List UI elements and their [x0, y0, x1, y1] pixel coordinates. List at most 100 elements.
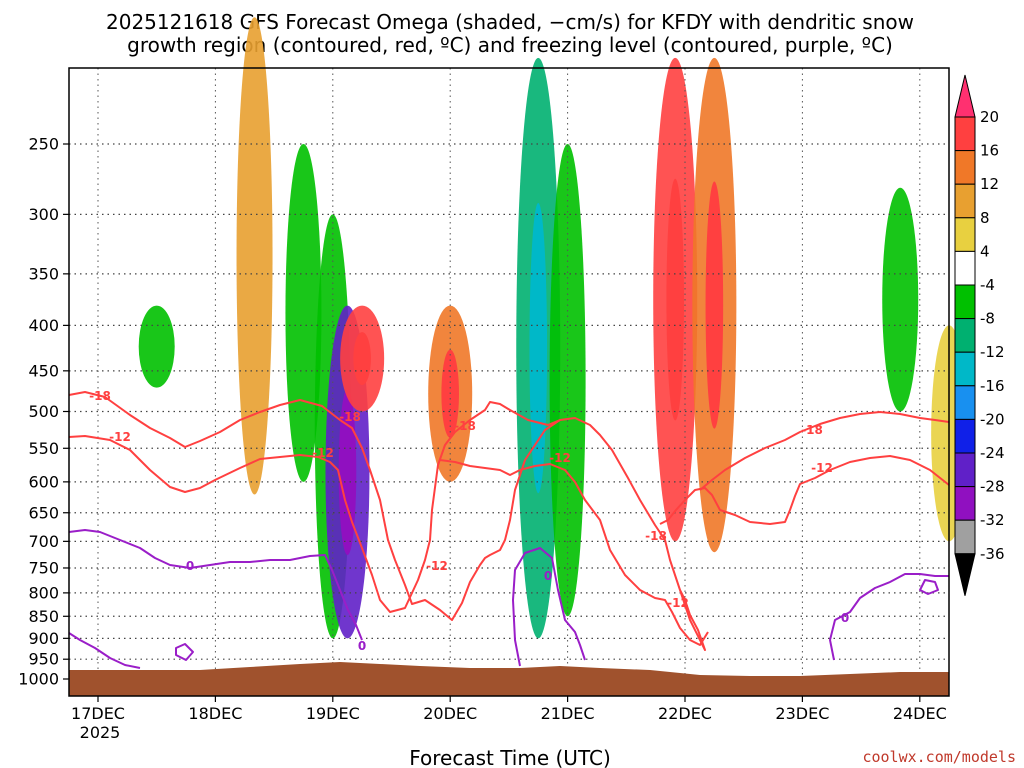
- contour-label-8: -12: [667, 596, 689, 610]
- chart-title-line2: growth region (contoured, red, ºC) and f…: [127, 33, 893, 57]
- y-axis-ticks: 250 300 350 400 450 500 550 600 650 700 750 800 850 9…: [18, 135, 69, 689]
- colorbar-top-arrow: [954, 74, 976, 118]
- contour-freezing-0-a: [68, 529, 363, 641]
- colorbar-swatch: [954, 418, 976, 454]
- x-tick-label: 20DEC: [423, 704, 477, 723]
- omega-feature-core-4: [338, 388, 357, 556]
- omega-feature-core-9: [666, 178, 685, 421]
- omega-feature-core-10: [705, 181, 724, 429]
- terrain-ground: [69, 662, 949, 696]
- contour-freezing-0-c: [175, 643, 194, 661]
- y-tick-label: 400: [28, 316, 59, 335]
- colorbar-tick-label: 16: [980, 142, 999, 160]
- omega-shading: [138, 17, 968, 639]
- omega-feature-8: [549, 143, 586, 617]
- y-tick-label: 350: [28, 264, 59, 283]
- x-tick-label: 19DEC: [306, 704, 360, 723]
- contour-label-13: 0: [544, 569, 552, 583]
- contour-freezing-0-e: [829, 573, 949, 661]
- contour-label-0: -18: [89, 389, 111, 403]
- y-tick-label: 600: [28, 472, 59, 491]
- contour-dgz-minus18-a: [68, 391, 706, 651]
- colorbar-swatch: [954, 250, 976, 286]
- colorbar-tick-label: -32: [980, 511, 1005, 529]
- colorbar-tick-label: -4: [980, 276, 995, 294]
- chart-title-line1: 2025121618 GFS Forecast Omega (shaded, −…: [106, 10, 914, 34]
- grid-lines: [69, 68, 949, 696]
- y-tick-label: 650: [28, 503, 59, 522]
- contour-label-9: -18: [801, 423, 823, 437]
- contour-label-11: 0: [186, 559, 194, 573]
- contour-label-10: -12: [811, 461, 833, 475]
- colorbar-tick-label: -8: [980, 310, 995, 328]
- colorbar-tick-label: -20: [980, 410, 1005, 428]
- contour-label-2: -18: [339, 410, 361, 424]
- y-tick-label: 900: [28, 629, 59, 648]
- y-tick-label: 800: [28, 583, 59, 602]
- colorbar-swatch: [954, 284, 976, 320]
- colorbar-tick-label: -28: [980, 478, 1005, 496]
- y-tick-label: 700: [28, 532, 59, 551]
- y-tick-label: 1000: [18, 670, 59, 689]
- contour-label-7: -18: [645, 529, 667, 543]
- contour-label-4: -18: [454, 419, 476, 433]
- contour-freezing-0-b: [68, 632, 141, 669]
- omega-feature-core-5: [353, 332, 371, 386]
- colorbar-swatch: [954, 217, 976, 252]
- y-tick-label: 750: [28, 558, 59, 577]
- x-tick-label: 17DEC: [71, 704, 125, 723]
- x-tick-label: 24DEC: [893, 704, 947, 723]
- colorbar-swatch: [954, 519, 976, 555]
- y-tick-label: 950: [28, 650, 59, 669]
- contour-label-14: 0: [841, 611, 849, 625]
- colorbar-swatch: [954, 351, 976, 387]
- y-tick-label: 500: [28, 402, 59, 421]
- y-tick-label: 450: [28, 361, 59, 380]
- colorbar-tick-label: 20: [980, 108, 999, 126]
- contour-label-12: 0: [358, 639, 366, 653]
- colorbar-tick-label: -24: [980, 444, 1005, 462]
- omega-feature-2: [285, 144, 322, 482]
- contour-label-1: -12: [109, 430, 131, 444]
- colorbar-tick-label: -36: [980, 545, 1005, 563]
- contour-freezing-0-f: [919, 579, 939, 595]
- contour-label-5: -12: [426, 559, 448, 573]
- colorbar-tick-label: 12: [980, 175, 999, 193]
- x-tick-label: 23DEC: [775, 704, 829, 723]
- colorbar-tick-label: -12: [980, 343, 1005, 361]
- contour-lines: -18 -12 -18 -12 -18 -12 -12 -18 -12 -18 -12 0 0 0 0: [68, 389, 950, 669]
- x-axis-ticks: 17DEC 18DEC 19DEC 20DEC 21DEC 22DEC 23DEC 24DEC: [71, 696, 947, 723]
- contour-dgz-minus12-a: [68, 401, 561, 613]
- colorbar-swatch: [954, 385, 976, 420]
- x-tick-label: 21DEC: [541, 704, 595, 723]
- colorbar-swatch: [954, 150, 976, 185]
- y-tick-label: 300: [28, 205, 59, 224]
- colorbar-swatch: [954, 116, 976, 152]
- contour-freezing-0-d: [512, 547, 586, 667]
- contour-dgz-minus12-c: [659, 455, 950, 525]
- contour-dgz-minus18-b: [699, 411, 950, 491]
- y-tick-label: 850: [28, 607, 59, 626]
- colorbar: 20 16 12 8 4 -4 -8 -12 -16 -20 -24 -28 -32 -36: [954, 74, 1005, 596]
- colorbar-tick-label: 4: [980, 242, 990, 260]
- x-axis-label: Forecast Time (UTC): [409, 746, 611, 768]
- x-year-label: 2025: [80, 723, 121, 742]
- contour-label-6: -12: [549, 451, 571, 465]
- y-tick-label: 550: [28, 439, 59, 458]
- colorbar-swatch: [954, 318, 976, 353]
- x-tick-label: 18DEC: [188, 704, 242, 723]
- contour-dgz-minus12-b: [439, 459, 709, 646]
- colorbar-bottom-arrow: [954, 553, 976, 596]
- source-credit: coolwx.com/models: [862, 748, 1016, 766]
- colorbar-swatch: [954, 183, 976, 219]
- omega-feature-11: [882, 187, 919, 412]
- x-tick-label: 22DEC: [658, 704, 712, 723]
- omega-feature-1: [236, 17, 273, 495]
- plot-frame: [68, 67, 950, 697]
- colorbar-tick-label: 8: [980, 209, 990, 227]
- colorbar-swatch: [954, 452, 976, 488]
- ground-fill: [69, 662, 949, 696]
- contour-label-3: -12: [312, 446, 334, 460]
- omega-feature-0: [138, 305, 175, 388]
